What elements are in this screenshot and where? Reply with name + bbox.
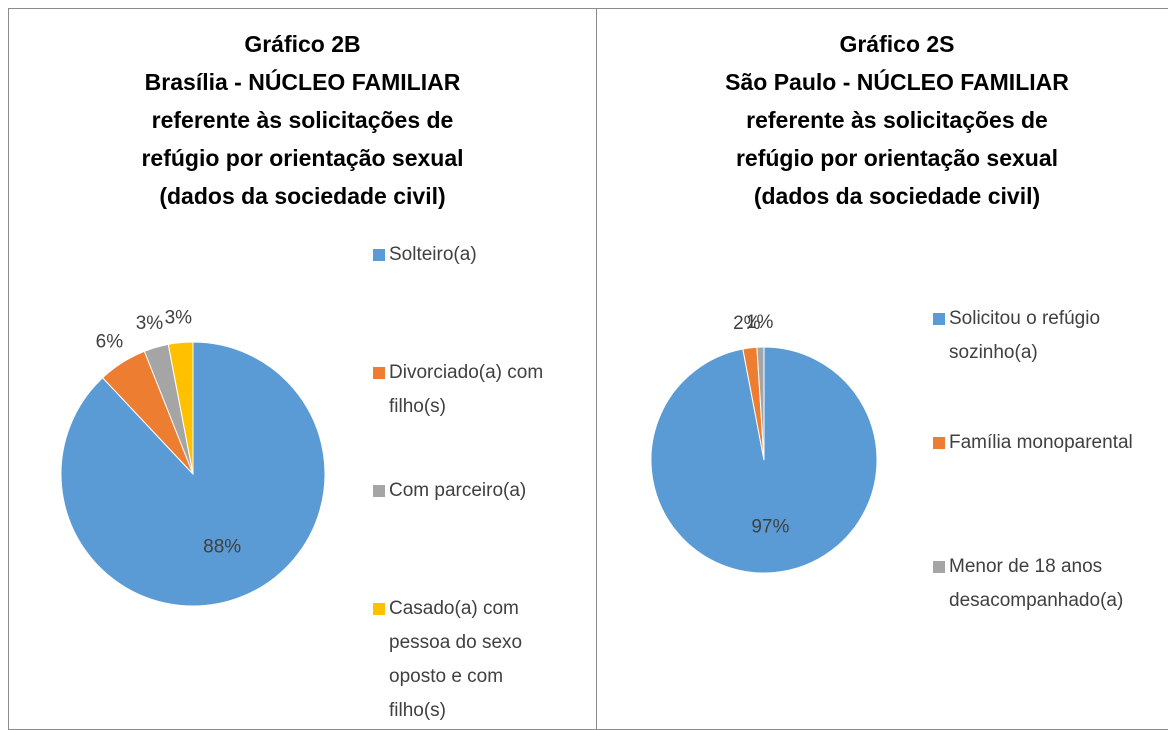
- legend-label: Com parceiro(a): [389, 480, 527, 501]
- title-line: (dados da sociedade civil): [159, 183, 446, 209]
- data-label: 97%: [751, 517, 789, 538]
- data-label: 6%: [96, 331, 124, 352]
- title-line: refúgio por orientação sexual: [141, 145, 464, 171]
- legend-label: Casado(a) com pessoa do sexo oposto e co…: [389, 598, 523, 721]
- legend-swatch: [373, 367, 385, 379]
- pie-slice: [167, 341, 194, 475]
- legend-item: Família monoparental: [933, 426, 1149, 460]
- legend-item: Menor de 18 anos desacompanhado(a): [933, 550, 1149, 618]
- data-label: 1%: [746, 312, 774, 333]
- page: Gráfico 2B Brasília - NÚCLEO FAMILIAR refe…: [8, 8, 1168, 730]
- legend-swatch: [933, 313, 945, 325]
- legend-swatch: [933, 437, 945, 449]
- legend-label: Família monoparental: [949, 432, 1133, 453]
- title-line: Brasília - NÚCLEO FAMILIAR: [144, 69, 461, 95]
- legend-item: Divorciado(a) com filho(s): [373, 356, 559, 424]
- legend-item: Solicitou o refúgio sozinho(a): [933, 302, 1149, 370]
- legend-item: Com parceiro(a): [373, 474, 559, 508]
- chart-panel: Gráfico 2B Brasília - NÚCLEO FAMILIAR refe…: [8, 8, 597, 730]
- legend-swatch: [933, 561, 945, 573]
- legend-item: Solteiro(a): [373, 238, 559, 272]
- pie-slice: [756, 346, 765, 461]
- legend-label: Menor de 18 anos desacompanhado(a): [949, 556, 1124, 611]
- title-line: referente às solicitações de: [151, 107, 454, 133]
- legend-swatch: [373, 249, 385, 261]
- data-label: 2%: [733, 313, 761, 334]
- data-label: 88%: [203, 537, 241, 558]
- data-label: 3%: [136, 313, 164, 334]
- legend-swatch: [373, 485, 385, 497]
- title-line: São Paulo - NÚCLEO FAMILIAR: [725, 69, 1069, 95]
- title-line: refúgio por orientação sexual: [735, 145, 1059, 171]
- chart-title: Gráfico 2S São Paulo - NÚCLEO FAMILIAR ref…: [597, 25, 1168, 215]
- data-label: 3%: [165, 308, 193, 329]
- legend-item: Casado(a) com pessoa do sexo oposto e co…: [373, 592, 559, 728]
- title-line: (dados da sociedade civil): [753, 183, 1041, 209]
- pie-chart: 97% 2%1%: [650, 312, 878, 574]
- title-line: Gráfico 2B: [244, 31, 361, 57]
- title-line: referente às solicitações de: [746, 107, 1048, 133]
- legend-label: Divorciado(a) com filho(s): [389, 362, 544, 417]
- legend-label: Solteiro(a): [389, 244, 477, 265]
- title-line: Gráfico 2S: [839, 31, 955, 57]
- chart-title: Gráfico 2B Brasília - NÚCLEO FAMILIAR refe…: [9, 25, 596, 215]
- chart-panel: Gráfico 2S São Paulo - NÚCLEO FAMILIAR ref…: [596, 8, 1168, 730]
- legend-swatch: [373, 603, 385, 615]
- legend-label: Solicitou o refúgio sozinho(a): [949, 308, 1101, 363]
- pie-chart: 88% 6% 3% 3%: [60, 308, 326, 607]
